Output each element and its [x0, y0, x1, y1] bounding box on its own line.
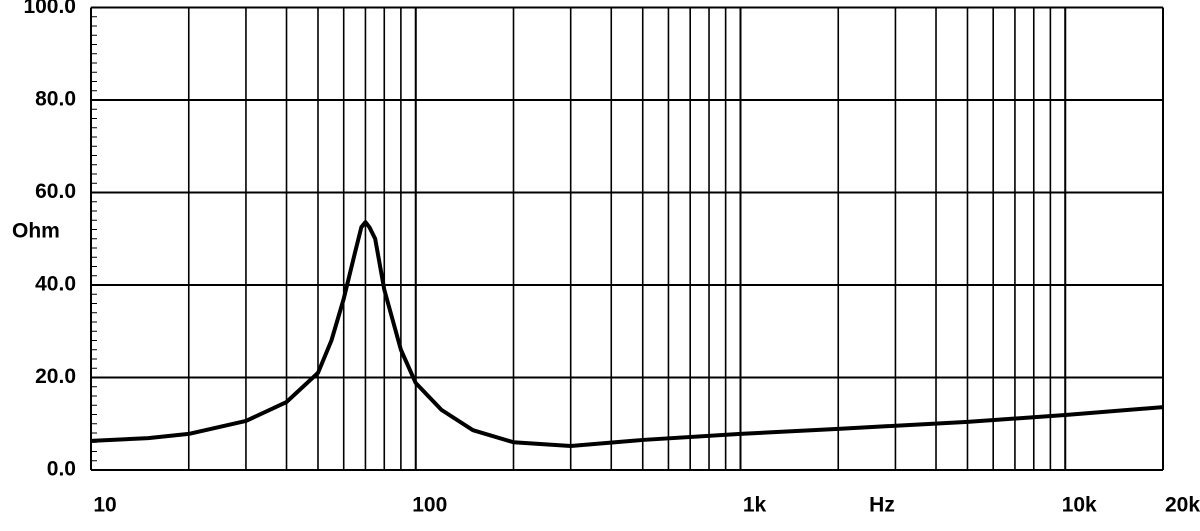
- x-tick-label: 100: [412, 494, 447, 517]
- y-tick-label: 100.0: [23, 0, 76, 18]
- y-tick-label: 80.0: [35, 88, 76, 111]
- x-tick-label: 1k: [743, 494, 767, 517]
- y-tick-label: 20.0: [35, 365, 76, 388]
- y-tick-label: 40.0: [35, 273, 76, 296]
- x-tick-label: 10: [93, 494, 116, 517]
- x-tick-label: 10k: [1062, 494, 1097, 517]
- y-tick-label: 0.0: [47, 458, 76, 481]
- y-tick-label: 60.0: [35, 180, 76, 203]
- y-axis-label: Ohm: [12, 220, 60, 243]
- impedance-line: [90, 220, 1164, 448]
- x-tick-label: 20k: [1165, 494, 1200, 517]
- x-axis-label: Hz: [869, 494, 895, 517]
